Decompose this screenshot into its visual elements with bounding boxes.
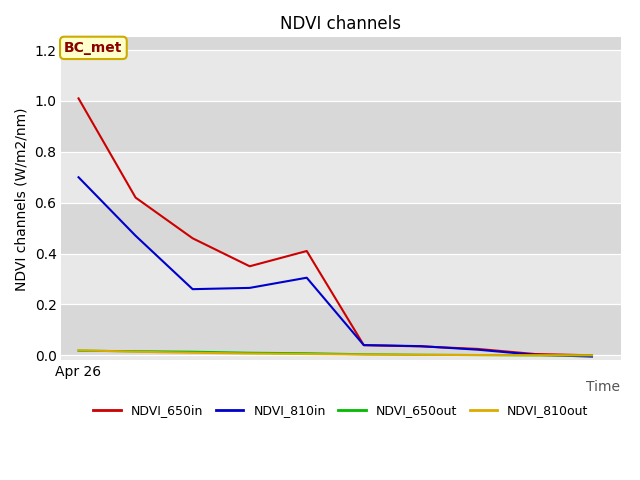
NDVI_810in: [360, 342, 367, 348]
NDVI_650out: [132, 348, 140, 354]
NDVI_810out: [588, 352, 596, 358]
NDVI_810out: [531, 352, 539, 358]
Line: NDVI_650in: NDVI_650in: [79, 98, 592, 355]
NDVI_810in: [588, 354, 596, 360]
NDVI_810out: [132, 349, 140, 355]
Text: BC_met: BC_met: [64, 41, 123, 55]
Bar: [61, 24, 621, 50]
Bar: [61, 50, 621, 101]
Title: NDVI channels: NDVI channels: [280, 15, 401, 33]
NDVI_650in: [417, 344, 425, 349]
NDVI_810out: [246, 351, 253, 357]
NDVI_650in: [189, 235, 196, 241]
NDVI_650in: [360, 342, 367, 348]
Y-axis label: NDVI channels (W/m2/nm): NDVI channels (W/m2/nm): [15, 107, 29, 290]
NDVI_810in: [246, 285, 253, 291]
NDVI_650out: [417, 352, 425, 358]
NDVI_810out: [189, 350, 196, 356]
Line: NDVI_650out: NDVI_650out: [79, 351, 592, 355]
NDVI_650out: [360, 351, 367, 357]
Bar: [61, 101, 621, 152]
Bar: [61, 203, 621, 253]
NDVI_810in: [531, 352, 539, 358]
NDVI_810in: [474, 347, 482, 353]
Legend: NDVI_650in, NDVI_810in, NDVI_650out, NDVI_810out: NDVI_650in, NDVI_810in, NDVI_650out, NDV…: [88, 399, 593, 422]
NDVI_650out: [303, 350, 310, 356]
NDVI_810in: [132, 233, 140, 239]
NDVI_810in: [303, 275, 310, 281]
NDVI_650in: [132, 195, 140, 201]
NDVI_650in: [531, 351, 539, 357]
NDVI_810out: [474, 352, 482, 358]
NDVI_650out: [531, 352, 539, 358]
NDVI_650in: [303, 248, 310, 254]
NDVI_810in: [189, 286, 196, 292]
NDVI_650out: [246, 350, 253, 356]
NDVI_810out: [303, 351, 310, 357]
NDVI_810out: [360, 352, 367, 358]
NDVI_650out: [189, 349, 196, 355]
NDVI_810in: [417, 343, 425, 349]
NDVI_650in: [75, 96, 83, 101]
Line: NDVI_810in: NDVI_810in: [79, 177, 592, 357]
NDVI_810out: [75, 348, 83, 353]
Bar: [61, 253, 621, 304]
Line: NDVI_810out: NDVI_810out: [79, 350, 592, 355]
NDVI_650out: [588, 352, 596, 358]
NDVI_650out: [75, 348, 83, 354]
NDVI_650in: [246, 264, 253, 269]
NDVI_810out: [417, 352, 425, 358]
Bar: [61, 152, 621, 203]
NDVI_650in: [474, 346, 482, 352]
NDVI_650in: [588, 352, 596, 358]
Text: Time: Time: [586, 380, 621, 394]
Bar: [61, 304, 621, 355]
NDVI_810in: [75, 174, 83, 180]
NDVI_650out: [474, 352, 482, 358]
